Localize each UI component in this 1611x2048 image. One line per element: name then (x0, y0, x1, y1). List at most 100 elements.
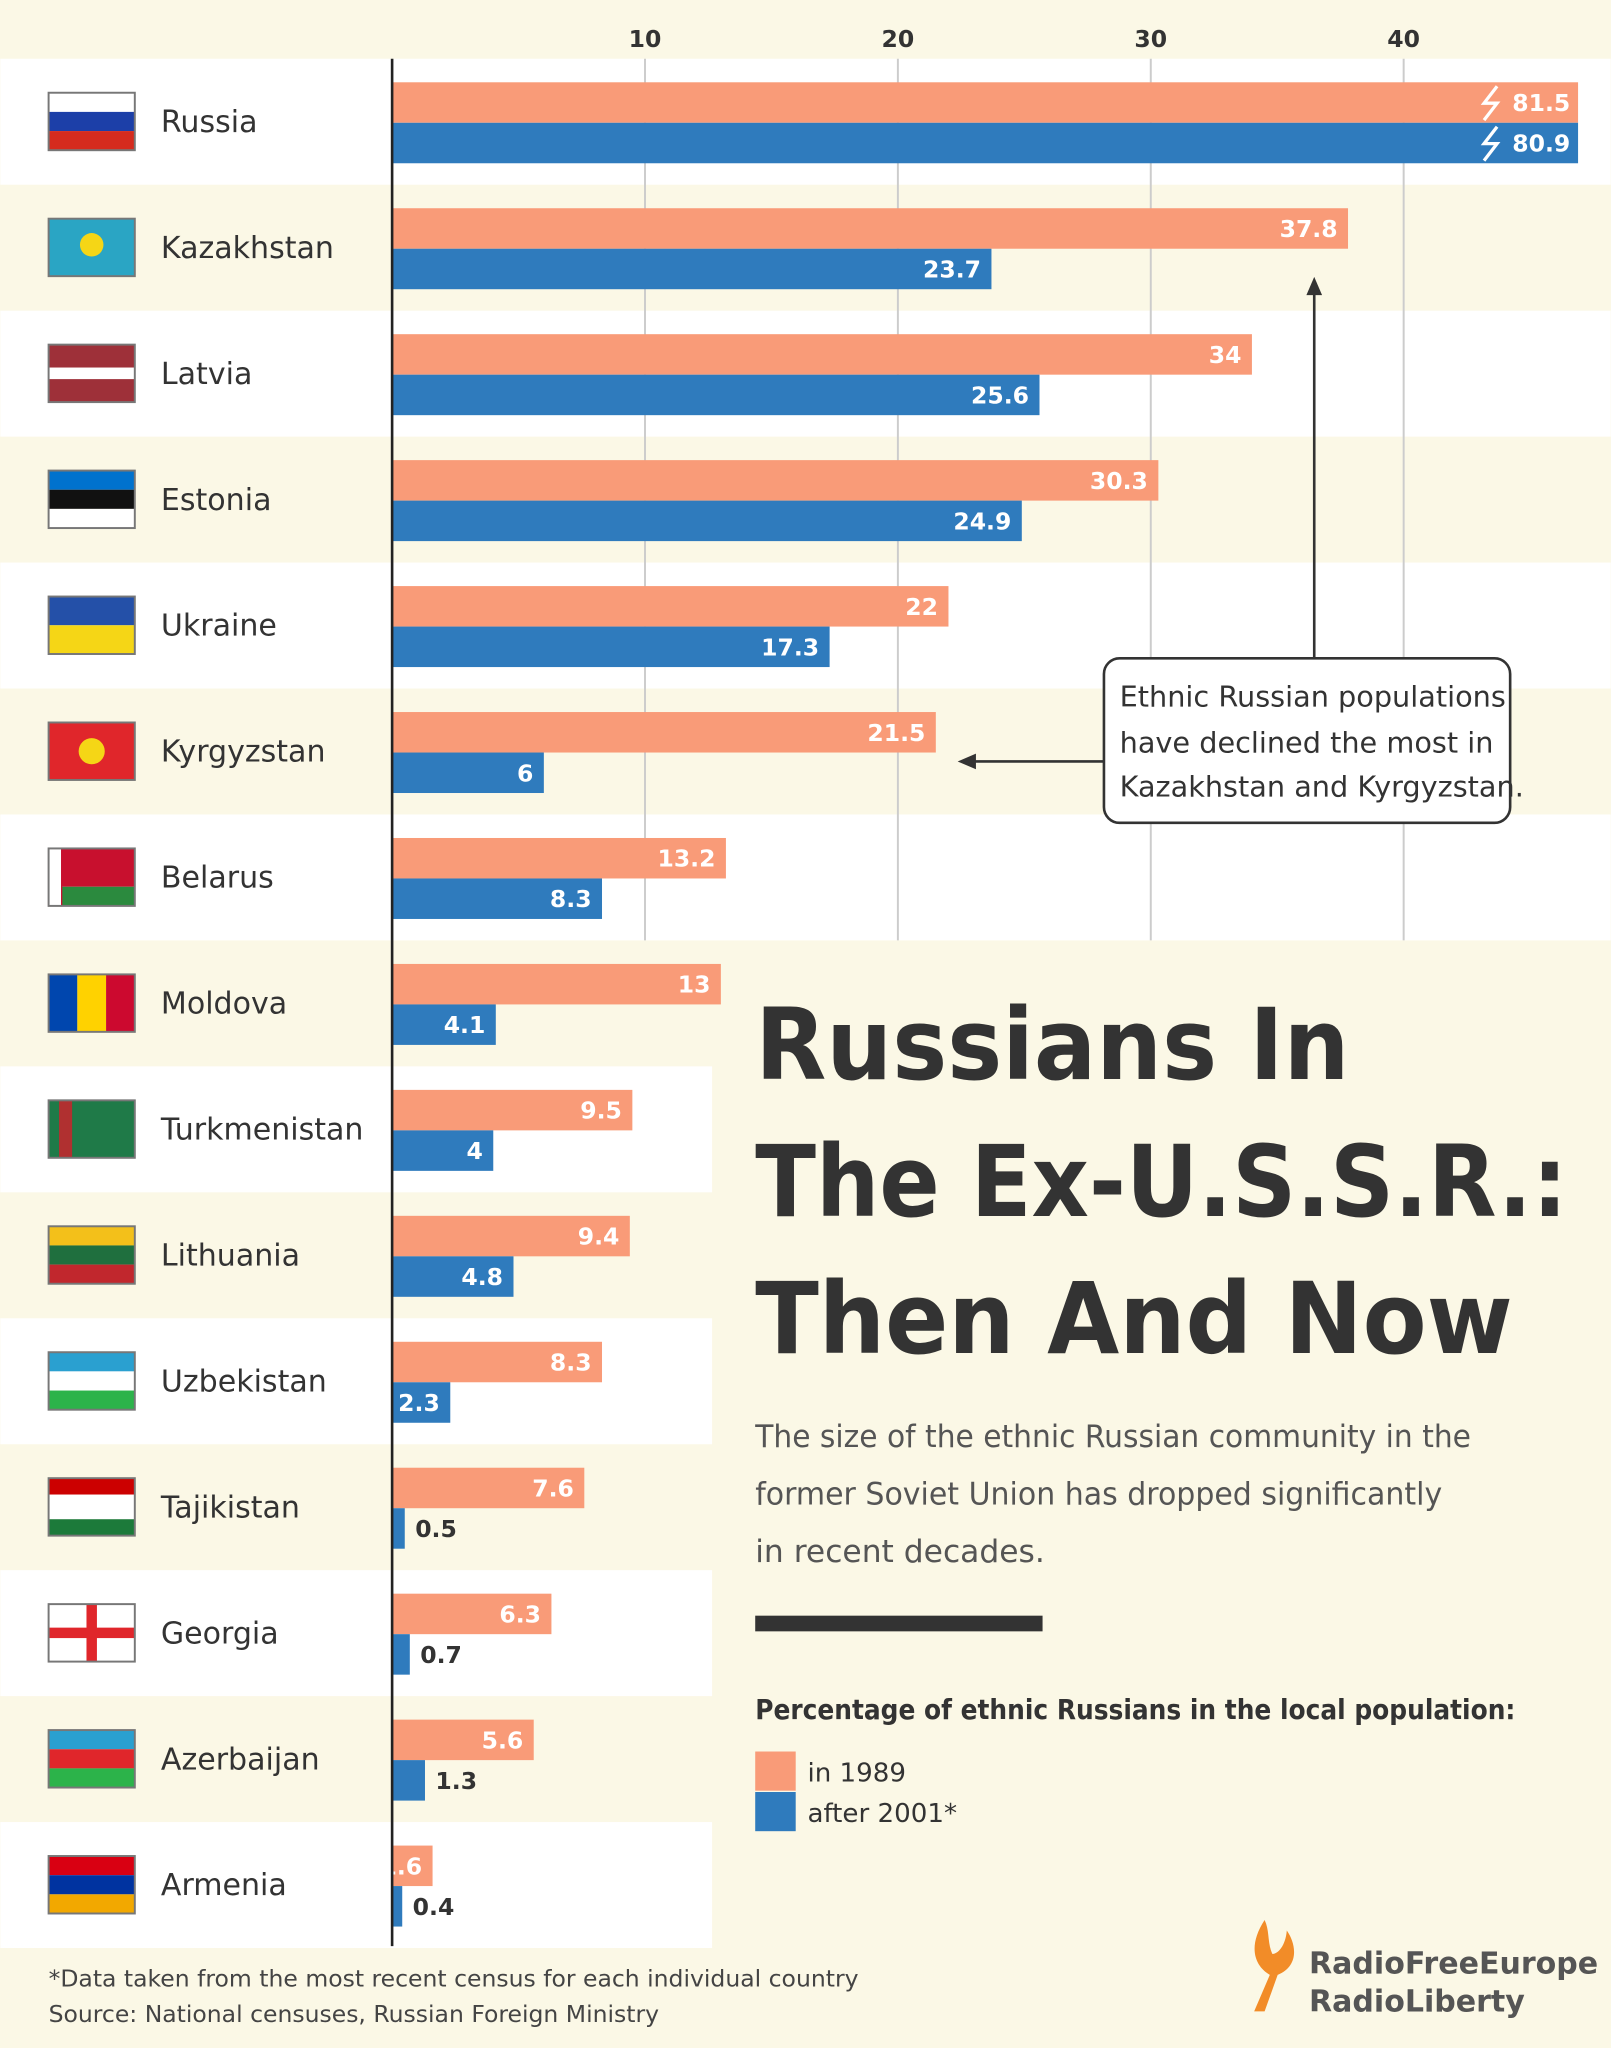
logo-text: RadioFreeEurope (1309, 1947, 1598, 1982)
flag-border (47, 721, 136, 781)
data-label: 13 (678, 971, 711, 999)
flag-stripe (48, 1371, 135, 1391)
flag-stripe (48, 379, 135, 403)
flag-stripe (48, 1730, 135, 1750)
bar (392, 208, 1349, 249)
x-tick-label: 20 (882, 25, 915, 53)
flag-stripe (48, 1749, 135, 1769)
flag-stripe (48, 625, 135, 655)
bar (392, 334, 1252, 375)
bar (392, 586, 949, 627)
data-label: 13.2 (657, 845, 715, 873)
bar (392, 963, 721, 1005)
data-label: 25.6 (971, 381, 1029, 409)
bar (392, 460, 1159, 501)
flag-stripe (48, 92, 135, 112)
flag-border (47, 595, 136, 655)
data-label: 80.9 (1512, 130, 1570, 158)
data-label: 4.1 (444, 1011, 486, 1039)
flag-border (47, 1351, 136, 1411)
bar (392, 82, 1579, 123)
bar (392, 1634, 410, 1675)
chart-title: Russians In (755, 988, 1349, 1103)
category-label: Uzbekistan (161, 1364, 327, 1399)
data-label: 17.3 (761, 633, 819, 661)
bar (392, 1341, 603, 1383)
bar (392, 1593, 552, 1635)
flag-border (47, 1729, 136, 1789)
category-label: Azerbaijan (161, 1742, 320, 1777)
bar (392, 374, 1040, 416)
flag-stripe (48, 596, 135, 626)
bar (392, 1089, 633, 1131)
category-label: Russia (161, 105, 258, 140)
x-tick-label: 30 (1134, 25, 1167, 53)
flag-border (47, 847, 136, 907)
flag-stripe (48, 1390, 135, 1410)
category-label: Estonia (161, 483, 272, 518)
bar (392, 1382, 451, 1423)
data-label: 5.6 (482, 1726, 524, 1754)
bar (392, 1845, 433, 1887)
logo-text: RadioLiberty (1309, 1984, 1525, 2019)
data-label: 23.7 (923, 255, 981, 283)
category-label: Turkmenistan (160, 1113, 364, 1148)
x-tick-label: 40 (1387, 25, 1420, 53)
bar (392, 752, 544, 794)
data-label: 1.6 (380, 1852, 422, 1880)
legend-swatch (755, 1792, 796, 1832)
bar (392, 1004, 496, 1045)
bar (392, 122, 1579, 164)
data-label: 6.3 (499, 1600, 541, 1628)
data-label: 21.5 (867, 719, 925, 747)
legend-title: Percentage of ethnic Russians in the loc… (755, 1695, 1515, 1726)
flag-stripe (48, 344, 135, 368)
flag-stripe (48, 489, 135, 509)
logo-flame (1254, 1920, 1295, 2012)
data-label: 8.3 (550, 885, 592, 913)
flag-stripe (48, 1875, 135, 1895)
flag-border (47, 91, 136, 152)
category-label: Kyrgyzstan (161, 735, 326, 770)
data-label: 9.5 (580, 1097, 622, 1125)
subtitle: The size of the ethnic Russian community… (754, 1419, 1471, 1455)
flag-stripe (48, 1478, 135, 1495)
category-label: Kazakhstan (161, 231, 334, 266)
legend-swatch (755, 1751, 796, 1791)
annotation: Kazakhstan and Kyrgyzstan. (1120, 770, 1524, 804)
flag-stripe (48, 470, 135, 490)
flag-stripe (48, 1519, 135, 1536)
data-label: 9.4 (578, 1223, 620, 1251)
category-label: Tajikistan (160, 1490, 300, 1525)
flag-border (47, 343, 136, 404)
subtitle: former Soviet Union has dropped signific… (755, 1477, 1442, 1513)
flag-border (47, 469, 136, 530)
flag-emblem (59, 1100, 73, 1158)
flag-stripe (48, 131, 135, 151)
flag-stripe (48, 508, 135, 529)
data-label: 37.8 (1280, 215, 1338, 243)
category-label: Armenia (161, 1868, 287, 1903)
flag-border (47, 1477, 136, 1537)
category-label: Latvia (161, 357, 252, 392)
subtitle: in recent decades. (755, 1534, 1045, 1570)
footnote: Source: National censuses, Russian Forei… (49, 2000, 660, 2028)
data-label: 0.5 (415, 1515, 457, 1543)
flag-stripe (48, 1352, 135, 1372)
flag-border (47, 973, 136, 1033)
x-tick-label: 10 (629, 25, 662, 53)
bar (392, 626, 830, 668)
data-label: 0.7 (420, 1641, 462, 1669)
data-label: 22 (905, 593, 938, 621)
bar (392, 1215, 630, 1257)
bar (392, 1760, 425, 1801)
arrowhead (1306, 276, 1323, 296)
arrowhead (957, 753, 976, 770)
bar (392, 1467, 585, 1509)
flag-stripe (48, 1894, 135, 1914)
divider (755, 1615, 1043, 1632)
legend-label: in 1989 (807, 1759, 906, 1789)
flag-border (47, 1855, 136, 1915)
